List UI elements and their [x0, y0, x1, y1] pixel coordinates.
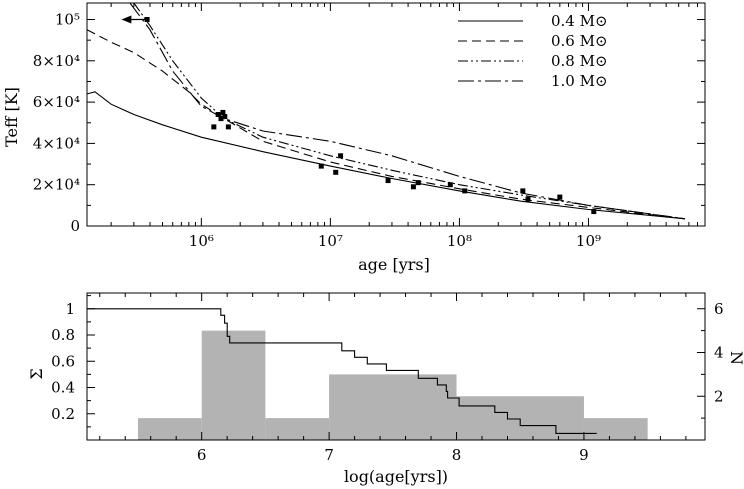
histogram-bar	[456, 396, 584, 440]
data-point	[591, 209, 597, 215]
data-point	[338, 153, 344, 159]
bottom-panel: 6 7 8 9 0.2 0.4 0.6 0.8 1 2 4 6 log(age[yrs]) Σ N	[27, 292, 744, 486]
bottom-right-y-tick-label: 4	[714, 344, 724, 362]
legend-label-2: 0.6 M⊙	[551, 32, 608, 50]
top-series-group	[87, 3, 686, 220]
data-point	[557, 194, 563, 200]
top-x-tick-label: 10⁷	[318, 232, 343, 250]
top-y-tick-labels: 0 2×10⁴ 4×10⁴ 6×10⁴ 8×10⁴ 10⁵	[33, 11, 80, 235]
bottom-left-y-tick-label: 0.4	[51, 379, 75, 397]
series-line-3	[133, 3, 686, 220]
data-point	[415, 180, 421, 186]
arrow-head	[121, 15, 132, 24]
legend-label-4: 1.0 M⊙	[551, 72, 608, 90]
legend: 0.4 M⊙ 0.6 M⊙ 0.8 M⊙ 1.0 M⊙	[458, 12, 608, 90]
data-point	[222, 114, 228, 120]
bottom-right-y-tick-label: 6	[714, 300, 724, 318]
top-y-tick-label: 6×10⁴	[33, 93, 80, 111]
bottom-x-tick-labels: 6 7 8 9	[197, 446, 589, 464]
top-x-tick-label: 10⁶	[189, 232, 214, 250]
top-y-tick-label: 10⁵	[55, 11, 80, 29]
top-y-tick-label: 4×10⁴	[33, 134, 80, 152]
data-point	[385, 178, 391, 184]
top-y-tick-label: 2×10⁴	[33, 176, 80, 194]
bottom-right-y-tick-label: 2	[714, 387, 724, 405]
top-y-tick-label: 0	[70, 217, 80, 235]
bottom-left-y-tick-label: 0.2	[51, 405, 75, 423]
legend-label-1: 0.4 M⊙	[551, 12, 608, 30]
series-line-1	[87, 91, 686, 220]
histogram-bar	[265, 418, 330, 440]
series-line-2	[87, 29, 686, 220]
bottom-x-tick-label: 7	[324, 446, 334, 464]
data-point	[218, 116, 224, 122]
histogram-bar	[137, 418, 202, 440]
histogram-bar	[329, 374, 457, 440]
top-panel: 10⁶ 10⁷ 10⁸ 10⁹ 0 2×10⁴ 4×10⁴ 6×10⁴ 8×10⁴ 10⁵ ag…	[2, 2, 706, 274]
bottom-x-tick-label: 9	[579, 446, 589, 464]
data-point	[447, 182, 453, 188]
top-x-tick-label: 10⁹	[576, 232, 601, 250]
data-point	[318, 163, 324, 169]
upper-limit-arrow	[121, 15, 148, 24]
data-point	[211, 124, 217, 130]
cumulative-fraction-line	[87, 308, 597, 434]
data-point	[215, 112, 221, 117]
data-point	[225, 124, 231, 130]
top-data-points	[144, 17, 597, 215]
bottom-left-y-axis-label: Σ	[27, 368, 46, 379]
top-x-axis-label: age [yrs]	[358, 255, 430, 274]
top-y-tick-label: 8×10⁴	[33, 52, 80, 70]
bottom-left-y-tick-label: 0.6	[51, 352, 75, 370]
data-point	[462, 188, 468, 194]
bottom-left-y-tick-label: 1	[65, 300, 75, 318]
series-line-4	[129, 3, 686, 220]
bottom-x-tick-label: 8	[452, 446, 462, 464]
top-x-tick-labels: 10⁶ 10⁷ 10⁸ 10⁹	[189, 232, 601, 250]
data-point	[520, 188, 526, 194]
bottom-plot-frame	[86, 292, 706, 441]
legend-label-3: 0.8 M⊙	[551, 52, 608, 70]
histogram-bars	[137, 330, 648, 440]
data-point	[333, 169, 339, 175]
bottom-axis-ticks	[87, 293, 705, 440]
bottom-x-tick-label: 6	[197, 446, 207, 464]
data-point	[220, 109, 226, 115]
histogram-bar	[583, 418, 648, 440]
cumulative-step-line	[87, 308, 597, 434]
bottom-right-y-tick-labels: 2 4 6	[714, 300, 724, 406]
top-axis-ticks	[87, 3, 705, 227]
top-y-axis-label: Teff [K]	[2, 87, 21, 147]
data-point	[525, 196, 531, 202]
top-plot-frame	[86, 2, 706, 227]
top-x-tick-label: 10⁸	[447, 232, 472, 250]
bottom-left-y-tick-label: 0.8	[51, 326, 75, 344]
bottom-right-y-axis-label: N	[727, 351, 744, 365]
data-point	[410, 184, 416, 190]
bottom-x-axis-label: log(age[yrs])	[344, 467, 448, 486]
histogram-bar	[201, 330, 266, 440]
bottom-left-y-tick-labels: 0.2 0.4 0.6 0.8 1	[51, 300, 75, 423]
